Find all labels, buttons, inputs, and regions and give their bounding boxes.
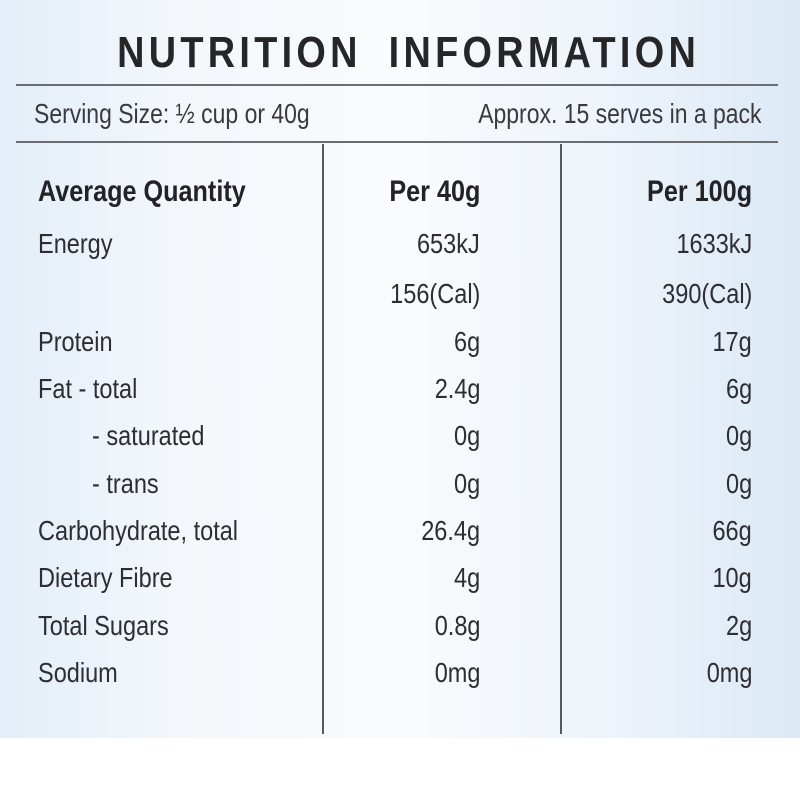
header-per-100g: Per 100g <box>646 175 752 208</box>
serving-divider <box>16 141 778 143</box>
row-per-100g: 2g <box>725 610 752 641</box>
table-row-dietary-fibre: Dietary Fibre 4g 10g <box>0 562 800 602</box>
row-per-serve: 0g <box>453 420 480 451</box>
row-per-100g: 66g <box>712 515 752 546</box>
row-label: - trans <box>92 468 159 499</box>
table-row-sodium: Sodium 0mg 0mg <box>0 657 800 697</box>
column-divider-1 <box>322 144 324 734</box>
row-label: Protein <box>38 326 113 357</box>
table-row-fat-saturated: - saturated 0g 0g <box>0 420 800 460</box>
row-per-100g: 6g <box>725 373 752 404</box>
row-label: Total Sugars <box>38 610 169 641</box>
table-row-total-sugars: Total Sugars 0.8g 2g <box>0 610 800 650</box>
row-label: Fat - total <box>38 373 138 404</box>
row-per-serve: 2.4g <box>434 373 480 404</box>
row-per-serve: 4g <box>453 562 480 593</box>
row-label: Carbohydrate, total <box>38 515 239 546</box>
row-per-serve: 0.8g <box>434 610 480 641</box>
table-row-carbohydrate: Carbohydrate, total 26.4g 66g <box>0 515 800 555</box>
table-row-fat-trans: - trans 0g 0g <box>0 468 800 508</box>
row-per-serve: 0mg <box>434 657 480 688</box>
row-per-100g: 1633kJ <box>676 228 752 259</box>
title-divider <box>16 84 778 86</box>
nutrition-panel: NUTRITION INFORMATION Serving Size: ½ cu… <box>0 0 800 738</box>
row-per-serve: 156(Cal) <box>389 278 480 309</box>
table-row-protein: Protein 6g 17g <box>0 326 800 366</box>
serving-size: Serving Size: ½ cup or 40g <box>34 98 310 129</box>
serves-per-pack: Approx. 15 serves in a pack <box>478 98 762 129</box>
row-per-100g: 0g <box>725 420 752 451</box>
row-per-100g: 390(Cal) <box>661 278 752 309</box>
header-average-quantity: Average Quantity <box>38 175 246 208</box>
row-per-serve: 26.4g <box>421 515 480 546</box>
row-per-100g: 17g <box>712 326 752 357</box>
row-per-100g: 0mg <box>706 657 752 688</box>
table-row-fat-total: Fat - total 2.4g 6g <box>0 373 800 413</box>
row-per-100g: 10g <box>712 562 752 593</box>
table-header-row: Average Quantity Per 40g Per 100g <box>0 175 800 215</box>
row-label: Energy <box>38 228 113 259</box>
row-per-serve: 0g <box>453 468 480 499</box>
table-row-energy-cal: 156(Cal) 390(Cal) <box>0 278 800 318</box>
row-label: Dietary Fibre <box>38 562 173 593</box>
row-label: - saturated <box>92 420 205 451</box>
column-divider-2 <box>560 144 562 734</box>
row-per-serve: 6g <box>453 326 480 357</box>
panel-title: NUTRITION INFORMATION <box>117 28 701 77</box>
row-label: Sodium <box>38 657 118 688</box>
row-per-serve: 653kJ <box>417 228 480 259</box>
table-row-energy-kj: Energy 653kJ 1633kJ <box>0 228 800 268</box>
header-per-serve: Per 40g <box>388 175 480 208</box>
row-per-100g: 0g <box>725 468 752 499</box>
